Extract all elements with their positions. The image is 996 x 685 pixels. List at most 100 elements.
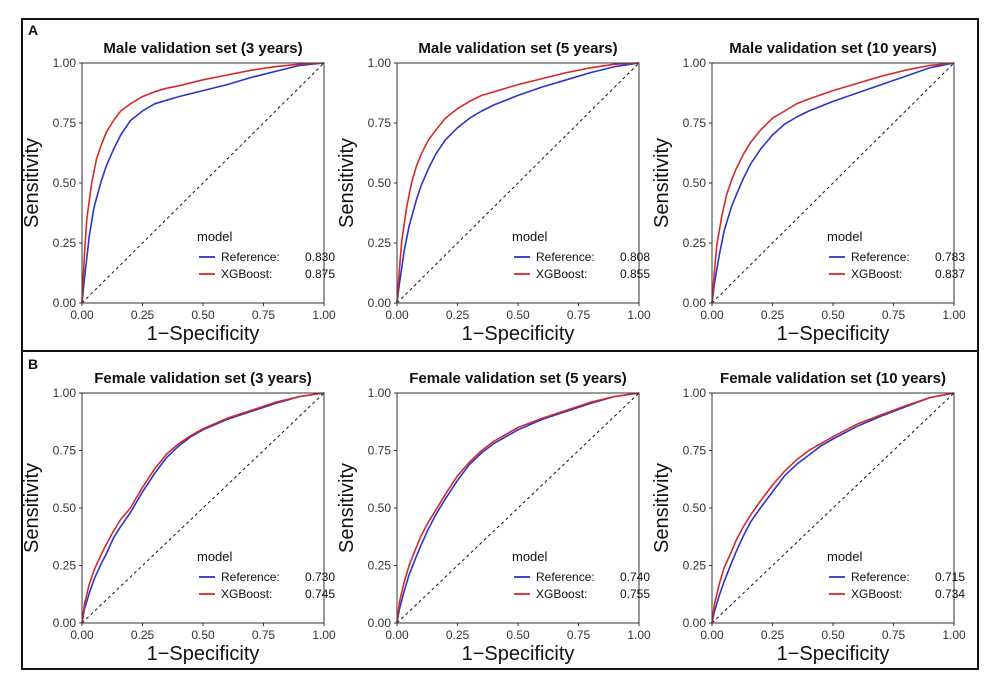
x-tick-label: 0.25 <box>131 308 155 322</box>
x-tick-label: 0.50 <box>191 628 215 642</box>
roc-curve-xgboost <box>396 392 640 624</box>
x-tick-label: 1.00 <box>627 628 651 642</box>
chart-title: Female validation set (10 years) <box>720 370 946 387</box>
legend-name-reference: Reference: <box>536 250 595 264</box>
y-tick-label: 0.50 <box>683 176 707 190</box>
legend-auc-reference: 0.715 <box>935 570 965 584</box>
x-tick-label: 0.00 <box>700 308 724 322</box>
x-tick-label: 0.75 <box>882 308 906 322</box>
x-axis-label: 1−Specificity <box>777 643 890 665</box>
x-tick-label: 0.50 <box>191 308 215 322</box>
legend-auc-xgboost: 0.734 <box>935 587 965 601</box>
roc-curve-xgboost <box>81 392 325 624</box>
legend-name-reference: Reference: <box>221 250 280 264</box>
x-tick-label: 0.25 <box>446 628 470 642</box>
roc-chart-male-3y: Male validation set (3 years) 0.00 0.25 0.5… <box>21 40 336 345</box>
legend-name-reference: Reference: <box>851 570 910 584</box>
x-tick-label: 0.50 <box>506 628 530 642</box>
legend-name-xgboost: XGBoost: <box>851 587 902 601</box>
legend-auc-xgboost: 0.755 <box>620 587 650 601</box>
chart-title: Male validation set (3 years) <box>103 40 302 57</box>
y-tick-label: 0.00 <box>683 616 707 630</box>
y-tick-label: 1.00 <box>53 386 77 400</box>
y-tick-label: 0.75 <box>683 116 707 130</box>
y-tick-label: 0.50 <box>368 176 392 190</box>
y-axis-label: Sensitivity <box>336 463 358 553</box>
legend-auc-xgboost: 0.875 <box>305 267 335 281</box>
y-tick-label: 0.50 <box>53 501 77 515</box>
y-axis-label: Sensitivity <box>21 463 43 553</box>
x-tick-label: 0.25 <box>446 308 470 322</box>
diagonal-reference-line <box>396 62 640 304</box>
y-axis-label: Sensitivity <box>21 138 43 228</box>
x-tick-label: 0.00 <box>385 308 409 322</box>
legend-name-reference: Reference: <box>851 250 910 264</box>
y-tick-label: 1.00 <box>368 386 392 400</box>
y-tick-label: 0.50 <box>683 501 707 515</box>
legend-auc-reference: 0.830 <box>305 250 335 264</box>
diagonal-reference-line <box>81 392 325 624</box>
y-tick-label: 0.25 <box>53 236 77 250</box>
y-tick-label: 0.00 <box>368 616 392 630</box>
y-tick-label: 1.00 <box>53 56 77 70</box>
y-tick-label: 0.25 <box>53 559 77 573</box>
x-tick-label: 0.50 <box>821 628 845 642</box>
y-axis-label: Sensitivity <box>651 463 673 553</box>
legend-title: model <box>827 549 863 564</box>
legend-auc-xgboost: 0.745 <box>305 587 335 601</box>
x-tick-label: 1.00 <box>942 628 966 642</box>
y-tick-label: 0.25 <box>368 559 392 573</box>
legend-title: model <box>827 229 863 244</box>
x-tick-label: 1.00 <box>627 308 651 322</box>
chart-title: Male validation set (5 years) <box>418 40 617 57</box>
legend-name-xgboost: XGBoost: <box>536 587 587 601</box>
x-tick-label: 1.00 <box>942 308 966 322</box>
y-tick-label: 0.75 <box>53 444 77 458</box>
legend-title: model <box>197 229 233 244</box>
roc-chart-female-10y: Female validation set (10 years) 0.00 0.25… <box>651 370 966 665</box>
x-tick-label: 0.00 <box>70 308 94 322</box>
legend-name-xgboost: XGBoost: <box>536 267 587 281</box>
x-tick-label: 0.75 <box>252 628 276 642</box>
y-tick-label: 0.25 <box>683 236 707 250</box>
x-axis-label: 1−Specificity <box>147 643 260 665</box>
legend-name-xgboost: XGBoost: <box>221 587 272 601</box>
x-axis-label: 1−Specificity <box>777 323 890 345</box>
y-tick-label: 1.00 <box>368 56 392 70</box>
x-tick-label: 0.75 <box>882 628 906 642</box>
panel-b-label: B <box>28 356 39 372</box>
roc-curve-reference <box>711 62 955 304</box>
chart-title: Female validation set (3 years) <box>94 370 312 387</box>
legend-auc-reference: 0.730 <box>305 570 335 584</box>
legend-auc-reference: 0.740 <box>620 570 650 584</box>
x-tick-label: 0.00 <box>385 628 409 642</box>
x-tick-label: 0.75 <box>567 308 591 322</box>
x-tick-label: 0.25 <box>131 628 155 642</box>
y-tick-label: 0.75 <box>368 116 392 130</box>
roc-curve-xgboost <box>81 62 325 304</box>
y-tick-label: 0.00 <box>53 296 77 310</box>
x-tick-label: 1.00 <box>312 308 336 322</box>
roc-chart-female-5y: Female validation set (5 years) 0.00 0.25 0… <box>336 370 651 665</box>
roc-chart-male-10y: Male validation set (10 years) 0.00 0.25 0.… <box>651 40 966 345</box>
x-axis-label: 1−Specificity <box>462 643 575 665</box>
chart-title: Male validation set (10 years) <box>729 40 937 57</box>
y-tick-label: 0.25 <box>368 236 392 250</box>
legend-auc-xgboost: 0.837 <box>935 267 965 281</box>
legend-name-reference: Reference: <box>221 570 280 584</box>
x-tick-label: 0.75 <box>252 308 276 322</box>
y-tick-label: 0.00 <box>683 296 707 310</box>
y-axis-label: Sensitivity <box>336 138 358 228</box>
x-tick-label: 0.50 <box>506 308 530 322</box>
y-tick-label: 0.75 <box>368 444 392 458</box>
roc-curve-xgboost <box>711 62 955 304</box>
diagonal-reference-line <box>396 392 640 624</box>
chart-title: Female validation set (5 years) <box>409 370 627 387</box>
legend-auc-reference: 0.808 <box>620 250 650 264</box>
legend-auc-reference: 0.783 <box>935 250 965 264</box>
y-axis-label: Sensitivity <box>651 138 673 228</box>
x-tick-label: 0.00 <box>700 628 724 642</box>
legend-name-xgboost: XGBoost: <box>851 267 902 281</box>
diagonal-reference-line <box>81 62 325 304</box>
roc-curve-reference <box>396 62 640 304</box>
